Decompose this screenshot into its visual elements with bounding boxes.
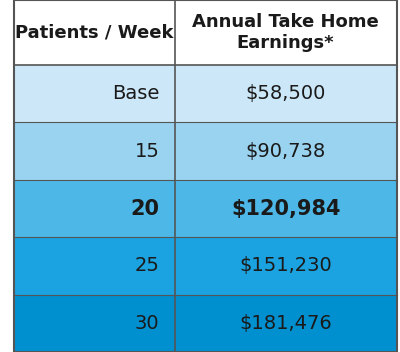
Bar: [14, 122, 396, 180]
Text: $58,500: $58,500: [246, 84, 326, 103]
Text: Base: Base: [112, 84, 160, 103]
Bar: [14, 0, 396, 65]
Text: 15: 15: [134, 142, 160, 161]
Text: Annual Take Home
Earnings*: Annual Take Home Earnings*: [192, 13, 379, 52]
Text: 30: 30: [135, 314, 160, 333]
Text: 20: 20: [130, 199, 160, 219]
Text: $120,984: $120,984: [231, 199, 340, 219]
Bar: [14, 295, 396, 352]
Text: 25: 25: [134, 257, 160, 275]
Text: Patients / Week: Patients / Week: [15, 24, 174, 42]
Text: $151,230: $151,230: [239, 257, 332, 275]
Bar: [14, 180, 396, 237]
Text: $90,738: $90,738: [246, 142, 326, 161]
Text: $181,476: $181,476: [239, 314, 332, 333]
Bar: [14, 237, 396, 295]
Bar: [14, 65, 396, 122]
